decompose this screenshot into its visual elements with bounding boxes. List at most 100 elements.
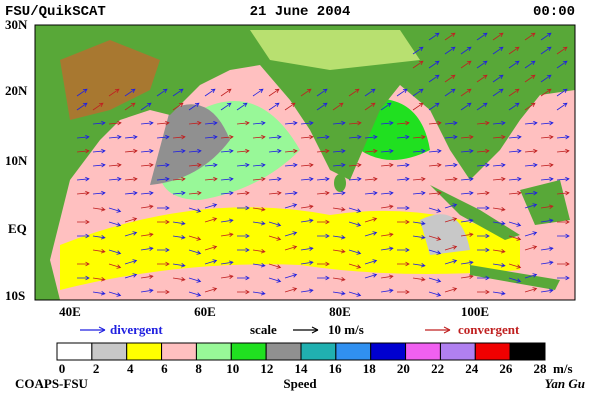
- wind-vector: [397, 289, 410, 295]
- colorbar-tick-label: 12: [260, 361, 273, 376]
- map: [34, 24, 576, 301]
- wind-vector: [108, 221, 122, 227]
- wind-vector: [204, 88, 216, 97]
- wind-vector: [108, 176, 122, 182]
- wind-vector: [556, 148, 570, 154]
- wind-vector: [317, 233, 330, 239]
- wind-vector: [172, 277, 186, 282]
- wind-vector: [508, 190, 522, 196]
- island: [520, 180, 570, 225]
- wind-vector: [380, 204, 394, 209]
- wind-vector: [428, 235, 442, 241]
- wind-vector: [284, 102, 296, 111]
- wind-vector: [172, 176, 186, 182]
- wind-vector: [268, 148, 282, 154]
- wind-vector: [556, 60, 568, 69]
- wind-vector: [108, 120, 122, 126]
- wind-vector: [444, 176, 458, 182]
- wind-vector: [220, 148, 234, 154]
- wind-vector: [268, 221, 282, 227]
- wind-vector: [204, 217, 218, 223]
- wind-vector: [172, 134, 186, 140]
- wind-vector: [556, 102, 568, 111]
- wind-vector: [380, 190, 394, 196]
- wind-vector: [268, 235, 282, 241]
- wind-vector: [237, 233, 250, 239]
- speed-zone: [420, 214, 470, 255]
- wind-vector: [252, 162, 266, 168]
- wind-vector: [477, 247, 490, 253]
- wind-vector: [108, 88, 120, 97]
- wind-vector: [316, 176, 330, 182]
- wind-vector: [540, 162, 554, 168]
- wind-vector: [204, 176, 218, 182]
- wind-vector: [236, 162, 250, 168]
- island: [430, 185, 520, 240]
- wind-vector: [557, 261, 570, 267]
- wind-vector: [428, 148, 442, 154]
- wind-vector: [157, 261, 170, 267]
- wind-vector: [332, 291, 346, 296]
- wind-vector: [428, 207, 442, 213]
- wind-vector: [412, 88, 424, 97]
- wind-vector: [220, 232, 234, 237]
- wind-vector: [508, 46, 520, 55]
- wind-vector: [332, 277, 346, 282]
- colorbar: 0 2 4 6 8 10 12 14 16 18 20 22 24 26 28 m/s: [56, 342, 573, 376]
- wind-vector: [380, 120, 394, 126]
- convergent-label: convergent: [458, 322, 520, 337]
- wind-vector: [428, 60, 440, 69]
- date: 21 June 2004: [250, 4, 351, 20]
- lat-label: 20N: [5, 83, 28, 98]
- wind-vector: [220, 274, 234, 279]
- wind-vector: [476, 74, 488, 83]
- wind-vector: [524, 162, 538, 168]
- wind-vector: [252, 134, 266, 140]
- wind-vector: [556, 176, 570, 182]
- wind-vector: [492, 162, 506, 168]
- wind-vector: [428, 162, 442, 168]
- wind-vector: [316, 148, 330, 154]
- wind-vector: [556, 46, 568, 55]
- wind-vector: [492, 88, 504, 97]
- wind-vector: [540, 88, 552, 97]
- colorbar-tick-label: 10: [226, 361, 239, 376]
- wind-vector: [76, 176, 90, 182]
- wind-vector: [444, 162, 458, 168]
- wind-vector: [444, 134, 458, 140]
- wind-vector: [460, 176, 474, 182]
- wind-vector: [540, 288, 554, 293]
- wind-vector: [300, 218, 314, 223]
- wind-vector: [476, 190, 490, 196]
- wind-vector: [156, 88, 168, 97]
- wind-vector: [220, 260, 234, 265]
- wind-vector: [332, 249, 346, 254]
- wind-vector: [92, 162, 106, 168]
- wind-vector: [76, 148, 90, 154]
- wind-vector: [76, 102, 88, 111]
- wind-vector: [284, 273, 298, 279]
- wind-vector: [77, 261, 90, 267]
- wind-vector: [524, 190, 538, 196]
- wind-vector: [476, 60, 488, 69]
- colorbar-swatch: [230, 342, 267, 361]
- wind-vector: [124, 148, 138, 154]
- wind-vector: [172, 102, 184, 111]
- colorbar-tick-label: 28: [534, 361, 548, 376]
- wind-vector: [237, 247, 250, 253]
- wind-vector: [188, 120, 202, 126]
- wind-vector: [220, 134, 234, 140]
- wind-vector: [412, 277, 426, 282]
- wind-vector: [140, 190, 154, 196]
- colorbar-tick-label: 22: [431, 361, 444, 376]
- wind-vector: [284, 148, 298, 154]
- colorbar-swatch: [56, 342, 93, 361]
- wind-vector: [492, 74, 504, 83]
- wind-vector: [460, 148, 474, 154]
- wind-vector: [524, 148, 538, 154]
- wind-vector: [508, 60, 520, 69]
- wind-vector: [540, 260, 554, 265]
- colorbar-swatch: [474, 342, 511, 361]
- colorbar-swatch: [91, 342, 128, 361]
